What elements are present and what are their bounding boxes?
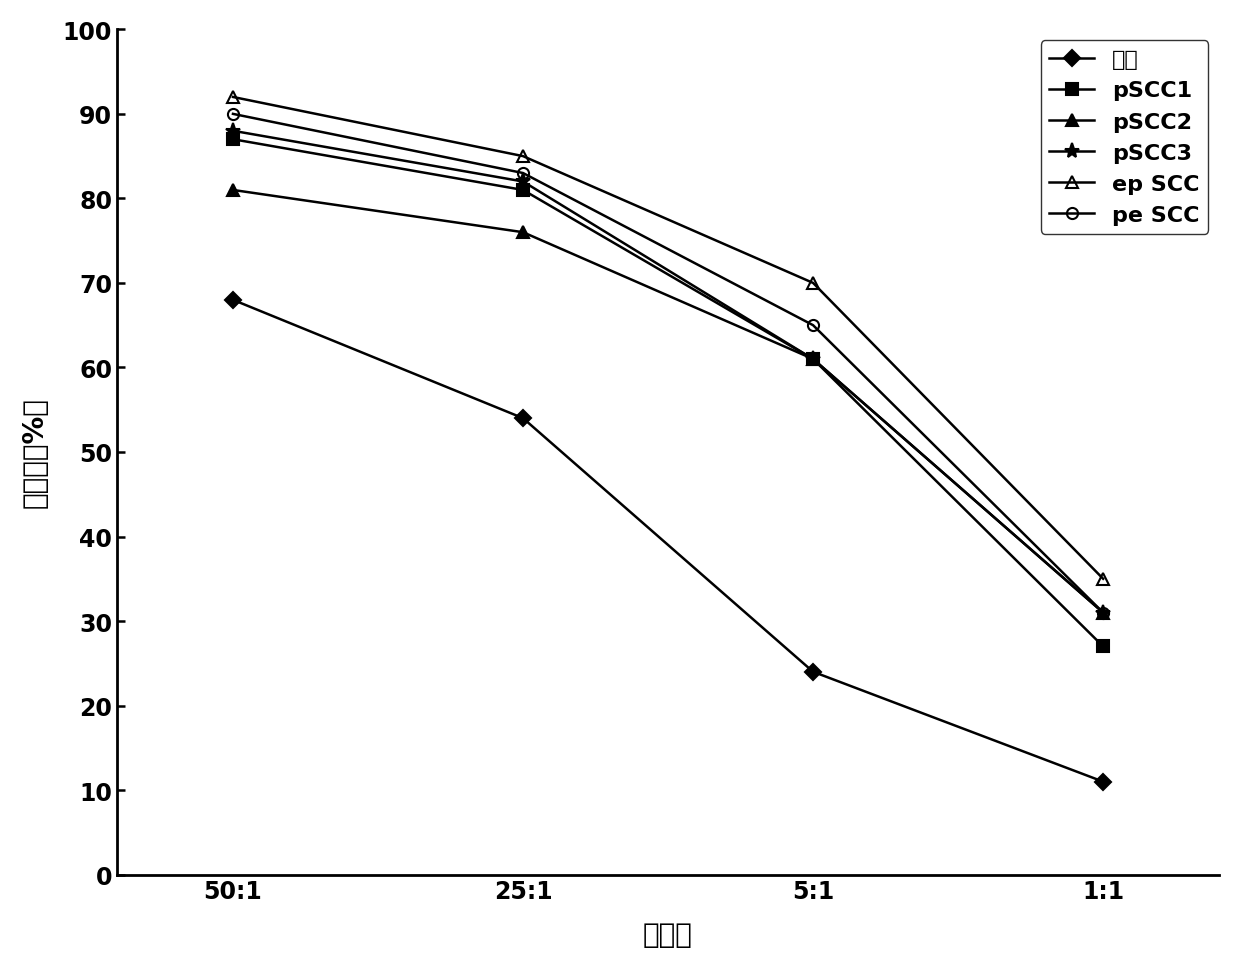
pSCC3: [1096, 608, 1111, 619]
pSCC2: [226, 185, 241, 197]
pe SCC: [806, 320, 821, 331]
pSCC1: [226, 135, 241, 146]
Line: 对照: 对照: [227, 295, 1109, 788]
ep SCC: [806, 278, 821, 290]
pSCC1: [516, 185, 531, 197]
Legend: 对照, pSCC1, pSCC2, pSCC3, ep SCC, pe SCC: 对照, pSCC1, pSCC2, pSCC3, ep SCC, pe SCC: [1040, 42, 1208, 234]
Y-axis label: 杀伤率（%）: 杀伤率（%）: [21, 397, 48, 508]
Line: pSCC2: pSCC2: [227, 185, 1109, 618]
ep SCC: [1096, 574, 1111, 585]
ep SCC: [516, 151, 531, 163]
pSCC2: [1096, 608, 1111, 619]
对照: [1096, 776, 1111, 788]
pe SCC: [226, 109, 241, 120]
ep SCC: [226, 92, 241, 104]
pSCC3: [806, 354, 821, 365]
pe SCC: [516, 168, 531, 179]
X-axis label: 效靶比: 效靶比: [644, 921, 693, 949]
对照: [806, 667, 821, 678]
pe SCC: [1096, 608, 1111, 619]
pSCC2: [516, 227, 531, 238]
pSCC2: [806, 354, 821, 365]
Line: pe SCC: pe SCC: [227, 109, 1109, 618]
Line: ep SCC: ep SCC: [227, 92, 1109, 584]
pSCC3: [226, 126, 241, 138]
对照: [226, 295, 241, 306]
Line: pSCC1: pSCC1: [227, 135, 1109, 652]
pSCC1: [1096, 641, 1111, 652]
pSCC3: [516, 176, 531, 188]
对照: [516, 413, 531, 424]
Line: pSCC3: pSCC3: [226, 124, 1111, 620]
pSCC1: [806, 354, 821, 365]
